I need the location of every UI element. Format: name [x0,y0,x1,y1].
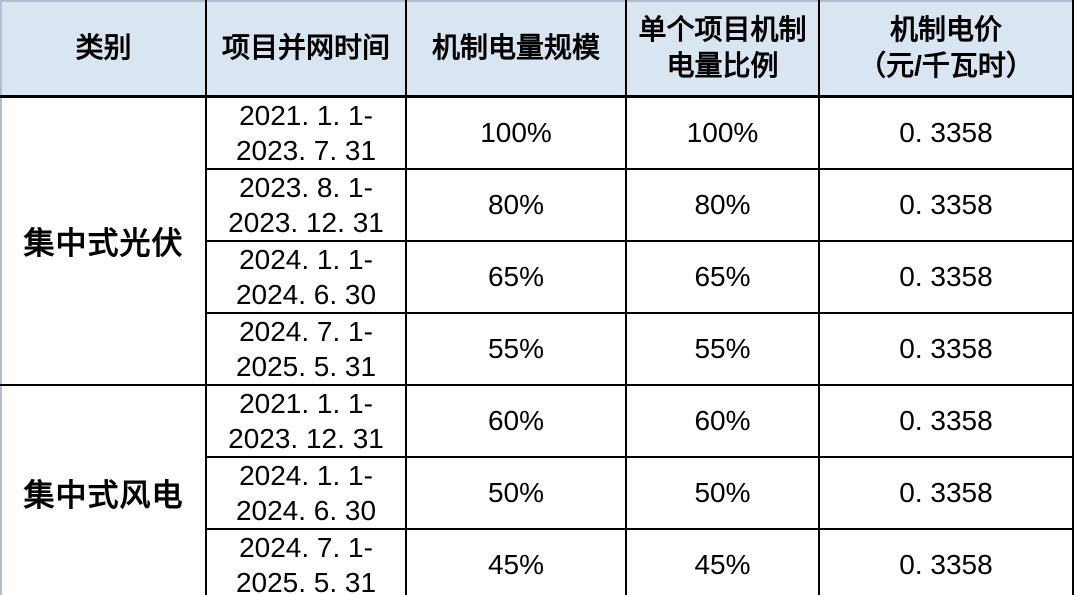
scale-cell: 55% [405,311,627,386]
period-cell: 2024. 1. 1- 2024. 6. 30 [205,455,407,530]
header-cell-mechanism-price: 机制电价 （元/千瓦时） [818,0,1074,98]
table-row: 2024. 1. 1- 2024. 6. 30 65% 65% 0. 3358 [1,239,1074,314]
scale-cell: 60% [405,383,627,458]
table-row: 2024. 7. 1- 2025. 5. 31 45% 45% 0. 3358 [1,527,1074,595]
ratio-cell: 80% [625,167,820,242]
price-cell: 0. 3358 [818,95,1074,170]
scale-cell: 65% [405,239,627,314]
table-row: 2024. 7. 1- 2025. 5. 31 55% 55% 0. 3358 [1,311,1074,386]
scale-cell: 50% [405,455,627,530]
period-cell: 2023. 8. 1- 2023. 12. 31 [205,167,407,242]
ratio-cell: 100% [625,95,820,170]
ratio-cell: 60% [625,383,820,458]
price-cell: 0. 3358 [818,455,1074,530]
table-row: 集中式光伏 2021. 1. 1- 2023. 7. 31 100% 100% … [0,95,1074,386]
table-row: 2023. 8. 1- 2023. 12. 31 80% 80% 0. 3358 [1,167,1074,242]
period-cell: 2024. 7. 1- 2025. 5. 31 [205,311,407,386]
ratio-cell: 55% [625,311,820,386]
scale-cell: 80% [405,167,627,242]
scale-cell: 100% [405,95,627,170]
price-cell: 0. 3358 [818,239,1074,314]
period-cell: 2024. 1. 1- 2024. 6. 30 [205,239,407,314]
ratio-cell: 45% [625,527,820,595]
table-row: 2024. 1. 1- 2024. 6. 30 50% 50% 0. 3358 [1,455,1074,530]
period-cell: 2021. 1. 1- 2023. 12. 31 [205,383,407,458]
category-cell-wind: 集中式风电 [0,383,207,595]
period-cell: 2024. 7. 1- 2025. 5. 31 [205,527,407,595]
table-row: 集中式风电 2021. 1. 1- 2023. 12. 31 60% 60% 0… [0,383,1074,595]
ratio-cell: 65% [625,239,820,314]
category-cell-pv: 集中式光伏 [0,95,207,386]
period-cell: 2021. 1. 1- 2023. 7. 31 [205,95,407,170]
price-cell: 0. 3358 [818,167,1074,242]
header-cell-single-project-ratio: 单个项目机制 电量比例 [625,0,820,98]
header-cell-grid-connection-period: 项目并网时间 [205,0,407,98]
header-cell-mechanism-volume-scale: 机制电量规模 [405,0,627,98]
scale-cell: 45% [405,527,627,595]
header-cell-category: 类别 [0,0,207,98]
price-cell: 0. 3358 [818,383,1074,458]
price-cell: 0. 3358 [818,527,1074,595]
table-header-row: 类别 项目并网时间 机制电量规模 单个项目机制 电量比例 机制电价 （元/千瓦时… [0,0,1074,98]
ratio-cell: 50% [625,455,820,530]
price-cell: 0. 3358 [818,311,1074,386]
